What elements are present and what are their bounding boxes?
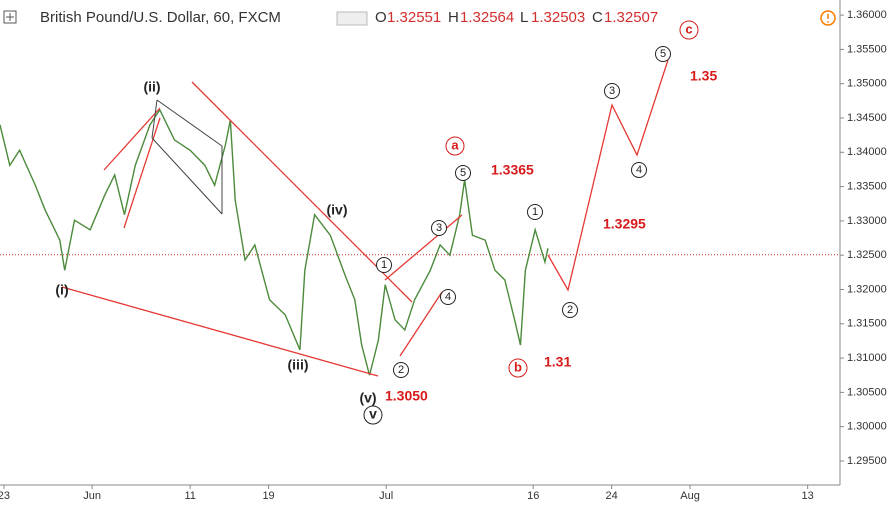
price-target: 1.3295	[603, 216, 646, 232]
trend-line	[384, 214, 463, 281]
price-line	[0, 108, 549, 376]
wave-circle	[631, 162, 647, 178]
toggle-icon[interactable]	[3, 10, 17, 24]
wave-label: b	[514, 359, 522, 374]
y-tick-label: 1.36000	[847, 9, 887, 21]
symbol-title: British Pound/U.S. Dollar, 60, FXCM	[40, 9, 281, 26]
sub-wave-labels: 1 2 3 4 5 1 2 3 4 5	[376, 46, 671, 378]
ohlc-value: 1.32507	[604, 9, 658, 26]
wave-label: 5	[660, 48, 666, 60]
wave-label: (i)	[55, 282, 68, 298]
alert-icon	[827, 21, 829, 23]
wave-label: (ii)	[143, 79, 160, 95]
trend-line	[61, 286, 379, 377]
wave-label: a	[451, 137, 459, 152]
channel-line	[151, 137, 223, 215]
wave-label: 3	[436, 222, 442, 234]
wave-label: (iv)	[327, 202, 348, 218]
price-target: 1.31	[544, 354, 571, 370]
price-target: 1.35	[690, 68, 717, 84]
legend-header: British Pound/U.S. Dollar, 60, FXCM O 1.…	[3, 9, 836, 26]
y-tick-label: 1.30000	[847, 421, 887, 433]
price-target: 1.3050	[385, 388, 428, 404]
y-tick-label: 1.29500	[847, 455, 887, 467]
x-tick-label: Jun	[83, 490, 101, 502]
wave-labels: (i) (ii) (iii) (iv) (v) v 1.3050 a 1.336…	[55, 20, 717, 425]
y-tick-label: 1.30500	[847, 386, 887, 398]
wave-circle	[455, 165, 471, 181]
y-tick-label: 1.33000	[847, 215, 887, 227]
x-tick-label: 11	[184, 490, 195, 502]
wave-circle	[679, 20, 699, 40]
wave-label: v	[369, 406, 377, 422]
channel-line	[151, 99, 158, 139]
wave-circle	[604, 83, 620, 99]
trend-line	[123, 117, 161, 229]
x-tick-label: 13	[802, 490, 814, 502]
y-tick-label: 1.33500	[847, 180, 887, 192]
y-tick-label: 1.32500	[847, 249, 887, 261]
plot	[0, 108, 840, 376]
wave-circle	[445, 136, 465, 156]
y-tick-label: 1.35500	[847, 43, 887, 55]
x-tick-label: 23	[0, 490, 10, 502]
price-target: 1.3365	[491, 162, 534, 178]
ohlc-value: 1.32564	[460, 9, 514, 26]
x-tick-label: 19	[262, 490, 274, 502]
wave-label: (iii)	[288, 357, 309, 373]
wave-label: 5	[460, 167, 466, 179]
y-tick-label: 1.31500	[847, 318, 887, 330]
wave-circle	[655, 46, 671, 62]
ohlc-value: 1.32503	[531, 9, 585, 26]
y-tick-label: 1.32000	[847, 283, 887, 295]
trend-line	[399, 291, 443, 357]
wave-circle	[363, 405, 383, 425]
wave-label: 1	[532, 206, 538, 218]
y-tick-label: 1.34000	[847, 146, 887, 158]
ohlc-value: 1.32551	[387, 9, 441, 26]
wave-circle	[431, 220, 447, 236]
alert-icon[interactable]	[820, 10, 836, 26]
trend-line	[191, 81, 413, 303]
wave-label: 4	[636, 164, 642, 176]
wave-label: 3	[609, 85, 615, 97]
wave-label: 2	[567, 304, 573, 316]
wave-circle	[376, 257, 392, 273]
x-tick-label: Jul	[379, 490, 393, 502]
ohlc-label: C	[592, 9, 603, 26]
x-tick-label: 24	[605, 490, 617, 502]
wave-label: 1	[381, 259, 387, 271]
x-tick-label: Aug	[680, 490, 700, 502]
wave-circle	[393, 362, 409, 378]
channel-line	[156, 99, 223, 147]
y-tick-label: 1.31000	[847, 352, 887, 364]
y-tick-label: 1.34500	[847, 112, 887, 124]
ohlc-label: L	[520, 9, 528, 26]
ohlc-label: H	[448, 9, 459, 26]
x-tick-label: 16	[527, 490, 539, 502]
ohlc-label: O	[375, 9, 387, 26]
projection-path	[547, 59, 669, 292]
wave-label: 2	[398, 364, 404, 376]
y-tick-label: 1.35000	[847, 78, 887, 90]
wave-label: 4	[445, 291, 451, 303]
wave-label: c	[685, 21, 692, 36]
indicator-icons[interactable]	[336, 11, 368, 26]
wave-circle	[527, 204, 543, 220]
wave-lines	[61, 59, 669, 377]
axes: 1.36000 1.35500 1.35000 1.34500 1.34000 1.335…	[0, 9, 887, 502]
wave-circle	[440, 289, 456, 305]
wave-circle	[508, 358, 528, 378]
wave-label: (v)	[359, 390, 376, 406]
trend-line	[103, 107, 161, 171]
wave-circle	[562, 302, 578, 318]
